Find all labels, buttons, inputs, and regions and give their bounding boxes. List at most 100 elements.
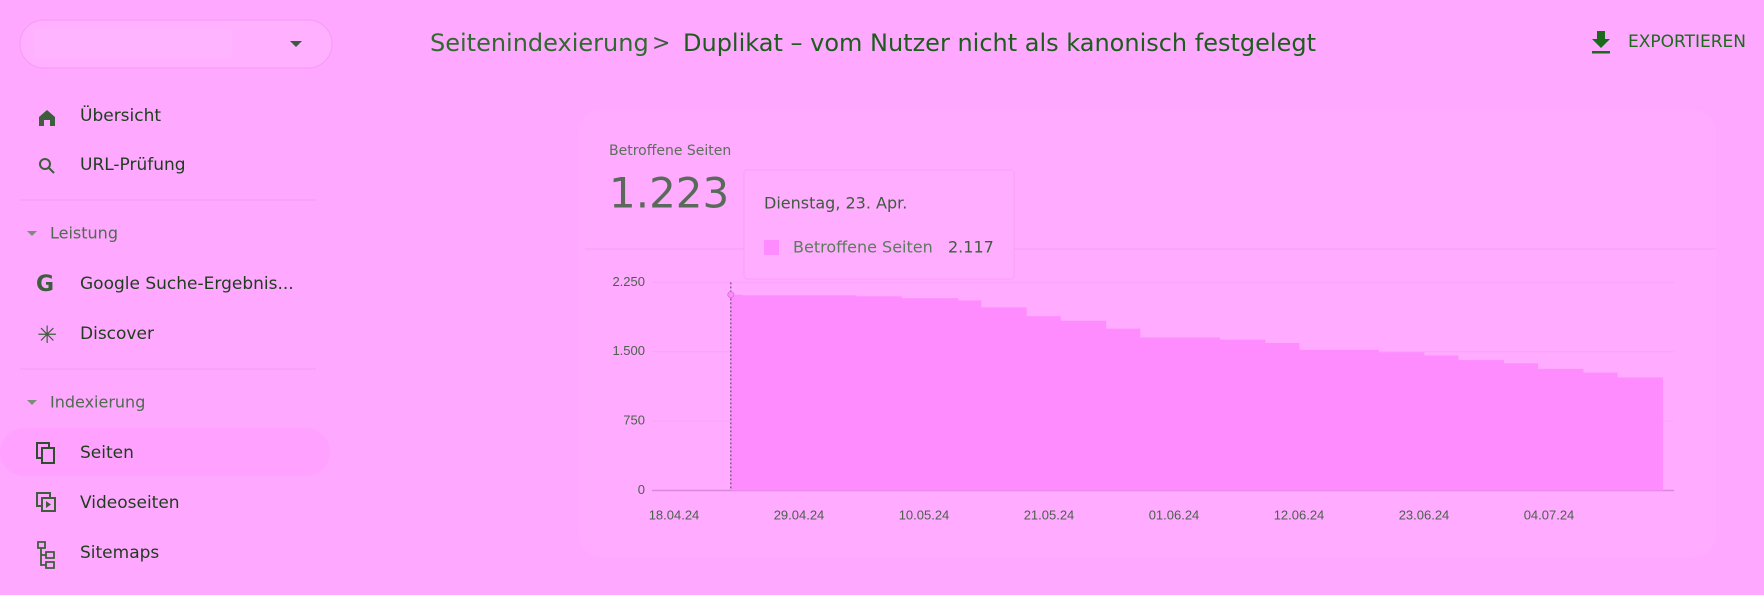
collapse-arrow[interactable] [27,400,37,405]
property-name-box [34,30,232,58]
nav-item[interactable]: Übersicht [80,104,161,126]
bar [753,295,766,491]
y-tick-label: 750 [623,413,645,428]
bar [935,298,948,491]
bar [844,295,857,491]
bar [1174,337,1186,491]
nav-section[interactable]: Leistung [50,224,118,243]
bar [1628,377,1641,491]
bar [1446,355,1459,491]
bar [1276,342,1289,491]
bar [1049,316,1061,491]
metric-label: Betroffene Seiten [609,143,731,159]
bar [1435,355,1448,491]
bar [810,295,823,491]
breadcrumb-parent[interactable]: Seitenindexierung [430,29,649,57]
bar [1480,360,1493,491]
x-tick-label: 01.06.24 [1149,507,1200,522]
export-button[interactable]: EXPORTIEREN [1592,31,1746,54]
video-icon-play [46,501,51,508]
y-tick-label: 0 [638,482,645,497]
sitemap-icon [37,541,55,569]
bar [1651,377,1664,491]
bar [1253,339,1266,491]
nav-section[interactable]: Indexierung [50,393,145,412]
bar [1617,377,1629,491]
breadcrumb-separator: > [652,31,670,56]
x-tick-label: 04.07.24 [1524,507,1575,522]
bar [1003,307,1016,491]
x-tick-label: 10.05.24 [899,507,950,522]
bar [878,296,891,491]
tooltip-series: Betroffene Seiten [793,238,933,257]
tooltip-date: Dienstag, 23. Apr. [764,194,907,213]
bar [1264,342,1277,491]
bar [1185,337,1198,491]
bar [1151,337,1164,491]
bar [1139,337,1152,491]
collapse-arrow[interactable] [27,231,37,236]
bar [1503,363,1516,491]
bar [1526,363,1539,491]
nav-item-selected[interactable]: Seiten [80,443,134,463]
bar [1549,368,1561,491]
x-tick-label: 18.04.24 [649,507,700,522]
bar [867,296,879,491]
x-tick-label: 23.06.24 [1399,507,1450,522]
bar [833,295,845,491]
bar [1060,320,1073,491]
bar [1196,337,1209,491]
nav-item[interactable]: Google Suche-Ergebnis... [80,274,294,294]
discover-icon: ✳ [37,321,57,349]
tooltip-value: 2.117 [948,238,994,257]
bar [1208,337,1220,491]
nav-item[interactable]: Videoseiten [80,493,180,513]
bar [1219,339,1232,491]
bar [1310,349,1323,491]
bar [1344,349,1357,491]
metric-value: 1.223 [609,169,729,218]
search-icon [39,158,51,170]
bar [1071,320,1084,491]
google-icon: G [36,272,54,297]
bar [924,298,936,491]
bar [1026,316,1039,491]
bar [1014,307,1027,491]
bar [1458,360,1470,491]
bar [1560,368,1573,491]
bar [1321,349,1334,491]
bar [1094,320,1107,491]
dropdown-arrow[interactable] [290,41,302,47]
search-icon-handle [48,167,55,174]
bar [1230,339,1243,491]
export-label[interactable]: EXPORTIEREN [1628,32,1746,52]
bar [1333,349,1345,491]
tooltip-box [743,169,1015,280]
bar [799,295,811,491]
bar [742,295,754,491]
bar [1037,316,1050,491]
nav-item[interactable]: URL-Prüfung [80,155,186,175]
bar [1424,355,1436,491]
nav-item[interactable]: Discover [80,324,154,344]
bar [1287,342,1300,491]
bar [958,300,970,491]
bar [980,307,993,491]
bar [1514,363,1527,491]
bar [1378,352,1391,491]
bar [1401,352,1414,491]
bar [1639,377,1652,491]
bar [946,298,959,491]
bar [1492,360,1504,491]
x-tick-label: 12.06.24 [1274,507,1325,522]
bar [1355,349,1368,491]
bar [1242,339,1254,491]
bar [1162,337,1175,491]
bar [969,300,982,491]
nav-item[interactable]: Sitemaps [80,543,159,563]
y-tick-label: 2.250 [612,274,645,289]
bar [1367,349,1379,491]
bar [1117,328,1129,491]
bar [821,295,834,491]
